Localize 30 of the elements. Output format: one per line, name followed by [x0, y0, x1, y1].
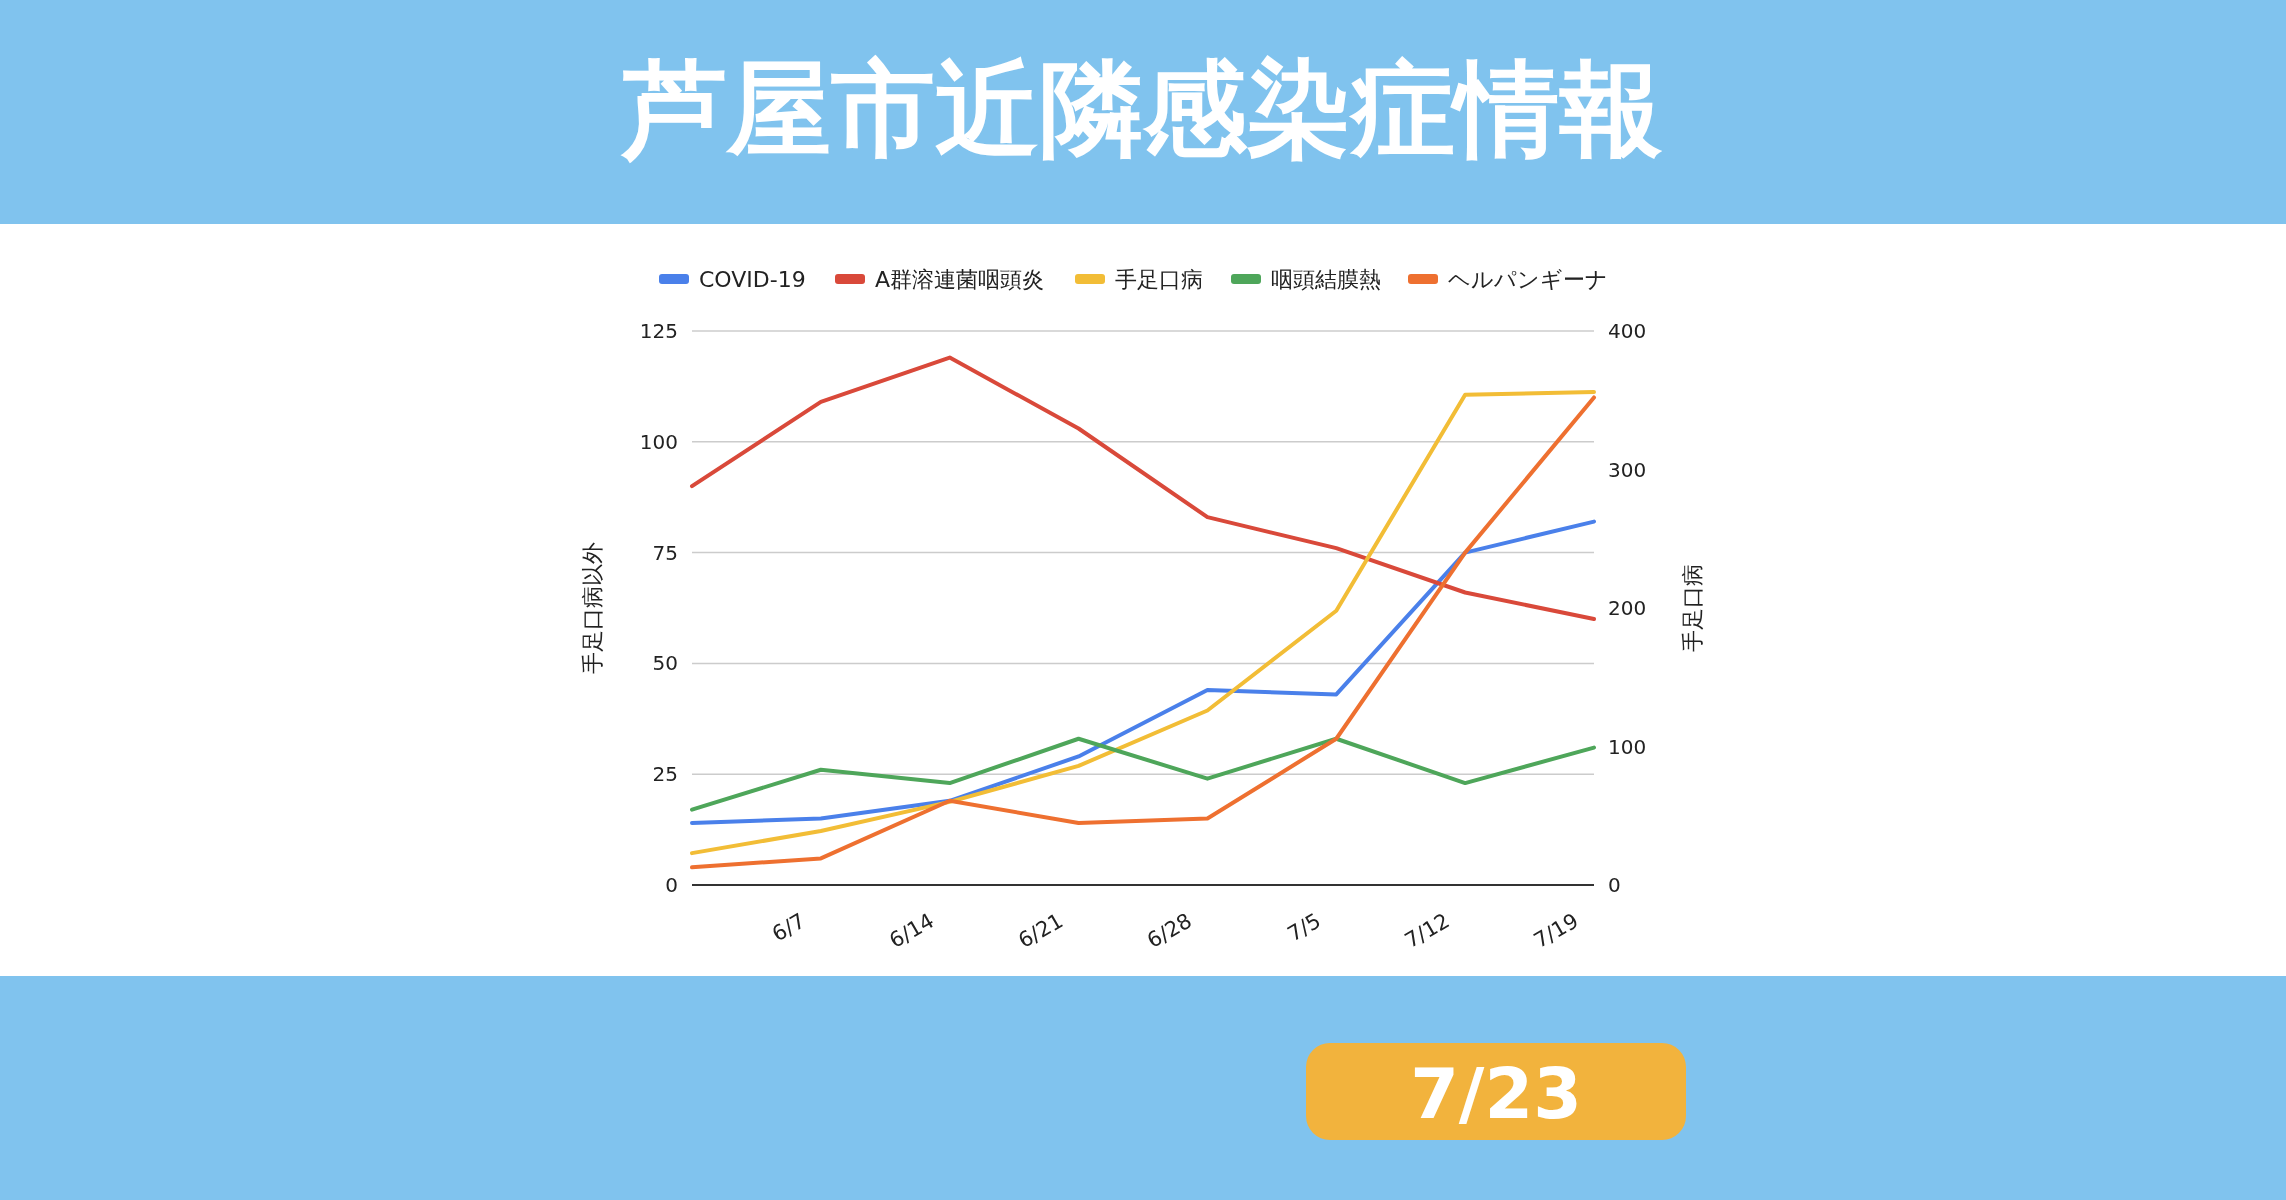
- x-tick-label: 6/21: [1014, 908, 1068, 953]
- x-tick-label: 7/5: [1283, 908, 1325, 947]
- chart-title: 芦屋市近隣感染症情報: [620, 48, 1663, 170]
- legend-label: ヘルパンギーナ: [1448, 267, 1608, 292]
- y2-axis-title: 手足口病: [1680, 564, 1705, 652]
- legend-label: COVID-19: [699, 267, 806, 292]
- x-tick-label: 6/7: [768, 908, 810, 947]
- legend-label: 咽頭結膜熱: [1271, 267, 1381, 292]
- x-tick-label: 6/14: [885, 908, 939, 953]
- y-tick-label: 75: [652, 540, 678, 565]
- y-tick-label: 50: [652, 651, 678, 676]
- y2-tick-label: 400: [1608, 319, 1647, 343]
- y2-tick-label: 0: [1608, 873, 1621, 897]
- y2-tick-label: 100: [1608, 734, 1647, 759]
- x-tick-label: 7/12: [1400, 908, 1454, 953]
- legend-label: 手足口病: [1115, 267, 1203, 292]
- y-tick-label: 125: [639, 319, 678, 343]
- line-series: [690, 519, 1596, 825]
- line-series: [690, 355, 1596, 622]
- y2-tick-label: 300: [1608, 457, 1647, 482]
- y-tick-label: 0: [665, 873, 678, 897]
- line-series: [690, 736, 1596, 812]
- y-tick-label: 100: [639, 429, 678, 454]
- y-tick-label: 25: [652, 762, 678, 787]
- y-axis-title: 手足口病以外: [580, 542, 605, 674]
- text: 7/23: [1410, 1053, 1582, 1135]
- y2-tick-label: 200: [1608, 596, 1647, 620]
- x-tick-label: 6/28: [1143, 908, 1196, 953]
- x-tick-label: 7/19: [1529, 908, 1583, 953]
- legend-label: A群溶連菌咽頭炎: [875, 267, 1045, 292]
